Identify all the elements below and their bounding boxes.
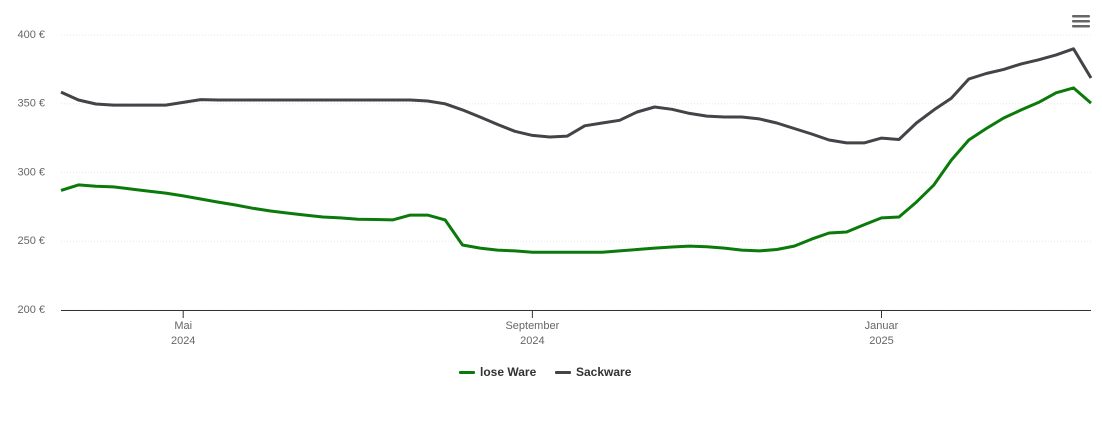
- y-tick-label: 200 €: [17, 304, 45, 316]
- menu-bar[interactable]: [1072, 15, 1090, 18]
- y-tick-label: 300 €: [17, 166, 45, 178]
- y-tick-label: 350 €: [17, 98, 45, 110]
- legend-item[interactable]: lose Ware: [459, 365, 536, 379]
- legend-label: Sackware: [576, 365, 632, 379]
- legend-label: lose Ware: [480, 365, 537, 379]
- legend-swatch: [459, 370, 475, 374]
- x-tick-label: Mai 2024: [170, 320, 196, 347]
- legend-swatch: [555, 370, 571, 374]
- x-tick-label: September 2024: [505, 320, 560, 347]
- y-tick-label: 400 €: [17, 29, 45, 41]
- y-tick-label: 250 €: [17, 235, 45, 247]
- menu-icon[interactable]: [1072, 15, 1090, 28]
- menu-bar[interactable]: [1072, 25, 1090, 28]
- series-line: [60, 86, 1092, 254]
- x-tick-label: Januar 2025: [864, 320, 899, 347]
- legend-item[interactable]: Sackware: [555, 365, 631, 379]
- series-line: [60, 47, 1093, 145]
- menu-bar[interactable]: [1072, 20, 1090, 23]
